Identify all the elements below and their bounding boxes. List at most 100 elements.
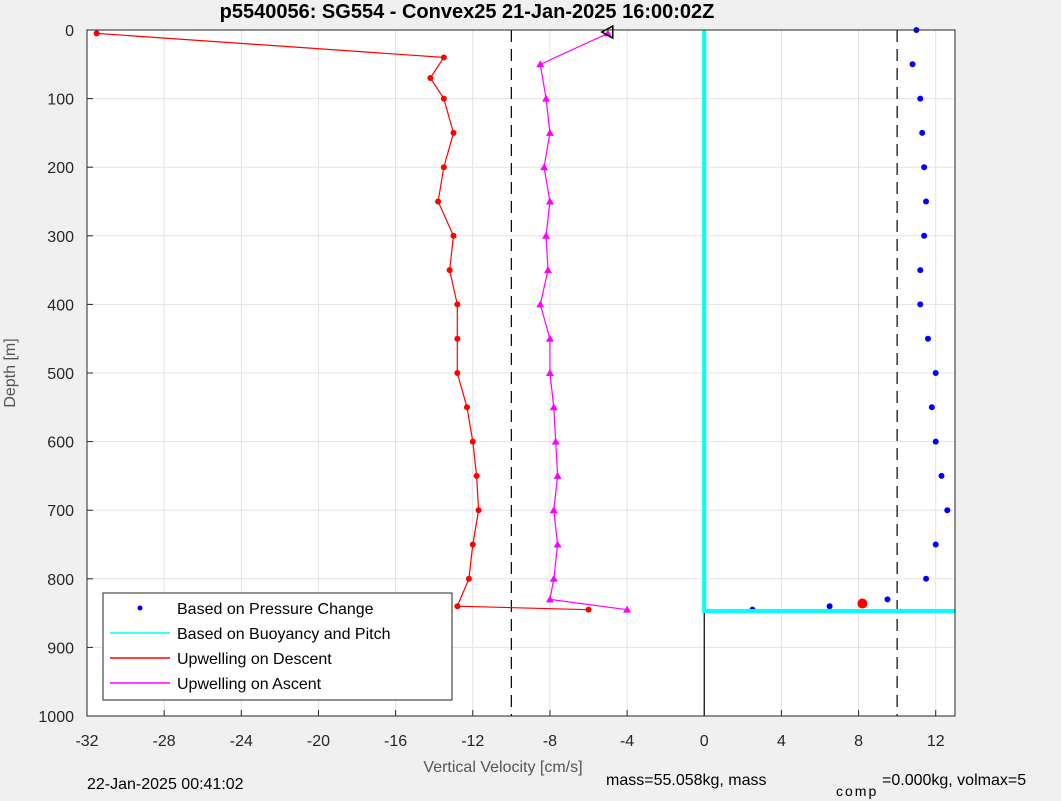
x-tick-label-5: -12 <box>461 733 484 750</box>
series-3-point-13 <box>553 471 562 479</box>
series-0-point-6 <box>921 232 928 239</box>
x-tick-label-2: -24 <box>230 733 253 750</box>
y-tick-label-10: 1000 <box>38 709 74 726</box>
y-tick-label-1: 100 <box>47 92 74 109</box>
series-3-point-10 <box>545 369 554 376</box>
end-marker <box>857 598 868 609</box>
y-tick-label-4: 400 <box>47 297 74 314</box>
series-0-point-17 <box>884 596 891 603</box>
x-tick-label-1: -28 <box>153 733 176 750</box>
series-0-point-11 <box>928 404 935 411</box>
y-tick-label-9: 900 <box>47 640 74 657</box>
x-tick-label-9: 4 <box>777 733 786 750</box>
series-0-point-3 <box>919 129 926 136</box>
series-0-point-10 <box>932 370 939 376</box>
series-2-point-5 <box>440 164 447 171</box>
series-0-point-7 <box>917 267 924 274</box>
series-0-point-15 <box>932 541 939 548</box>
legend: Based on Pressure Change Based on Buoyanc… <box>102 592 453 701</box>
x-tick-label-4: -16 <box>384 733 407 750</box>
series-0-point-9 <box>924 335 931 342</box>
legend-label-1: Based on Buoyancy and Pitch <box>177 626 390 643</box>
series-0-point-16 <box>923 575 930 582</box>
series-0-point-4 <box>921 164 928 171</box>
markers-layer <box>600 24 868 609</box>
series-2-point-13 <box>469 438 476 445</box>
series-3-point-12 <box>551 437 560 445</box>
footer-volmax-text: =0.000kg, volmax=5 <box>882 772 1027 789</box>
series-2-point-1 <box>440 54 447 61</box>
series-2-point-17 <box>465 575 472 582</box>
series-3-point-18 <box>623 605 632 613</box>
y-tick-label-0: 0 <box>65 23 74 40</box>
y-axis-label: Depth [m] <box>2 338 19 407</box>
series-0-point-18 <box>826 603 833 610</box>
x-axis-label: Vertical Velocity [cm/s] <box>423 759 582 776</box>
legend-label-3: Upwelling on Ascent <box>177 676 322 693</box>
x-tick-label-10: 8 <box>854 733 863 750</box>
y-tick-label-7: 700 <box>47 503 74 520</box>
reference-lines <box>510 30 898 716</box>
series-layer <box>93 27 955 613</box>
footer-timestamp: 22-Jan-2025 00:41:02 <box>87 776 244 793</box>
x-tick-label-6: -8 <box>543 733 557 750</box>
series-0-point-13 <box>938 472 945 479</box>
y-tick-labels: 0 100 200 300 400 500 600 700 800 900 1000 <box>38 23 93 726</box>
y-tick-label-3: 300 <box>47 229 74 246</box>
series-2-point-3 <box>440 95 447 102</box>
legend-box <box>102 592 453 701</box>
series-2-point-10 <box>454 335 461 342</box>
mass-label: mass=55.058kg, mass <box>606 772 767 789</box>
series-2-point-4 <box>450 129 457 136</box>
series-3-point-6 <box>542 231 551 239</box>
series-2-point-9 <box>454 301 461 308</box>
series-3-point-3 <box>545 128 554 136</box>
x-tick-labels: -32 -28 -24 -20 -16 -12 -8 -4 0 4 8 12 <box>75 710 945 750</box>
series-3-point-14 <box>549 506 558 514</box>
y-tick-label-6: 600 <box>47 435 74 452</box>
x-tick-label-11: 12 <box>927 733 945 750</box>
chart-title: p5540056: SG554 - Convex25 21-Jan-2025 1… <box>220 1 715 23</box>
series-0-point-2 <box>917 95 924 102</box>
series-2-point-18 <box>454 603 461 610</box>
series-2-point-11 <box>454 370 461 376</box>
footer-comp-subscript: comp <box>836 783 879 799</box>
y-tick-label-2: 200 <box>47 160 74 177</box>
series-2-point-6 <box>435 198 442 205</box>
x-tick-label-8: 0 <box>700 733 709 750</box>
footer-mass-text: mass=55.058kg, mass <box>606 772 767 790</box>
series-2-point-8 <box>446 267 453 274</box>
series-2-point-0 <box>93 30 100 37</box>
series-1-line <box>702 30 955 613</box>
surface-marker <box>600 24 614 40</box>
series-3-point-5 <box>545 197 554 205</box>
series-3-point-17 <box>545 595 554 603</box>
series-0-point-8 <box>917 301 924 308</box>
series-2-point-2 <box>427 75 434 82</box>
series-2-point-15 <box>475 507 482 514</box>
legend-swatch-0 <box>137 605 143 611</box>
series-2-point-7 <box>450 232 457 239</box>
series-3-point-4 <box>540 163 549 171</box>
series-3-point-11 <box>549 403 558 411</box>
series-2-point-19 <box>585 606 592 613</box>
x-tick-label-0: -32 <box>75 733 98 750</box>
series-3-point-2 <box>542 94 551 102</box>
series-3-point-7 <box>544 266 553 274</box>
series-3-point-1 <box>536 60 545 68</box>
series-0-point-1 <box>909 61 916 68</box>
series-3-point-16 <box>549 574 558 582</box>
series-3-point-8 <box>536 300 545 308</box>
series-3-point-9 <box>545 334 554 342</box>
legend-label-0: Based on Pressure Change <box>177 601 374 618</box>
series-2-point-14 <box>473 472 480 479</box>
series-3-point-15 <box>553 540 562 548</box>
series-2-line <box>96 32 589 611</box>
series-0-point-14 <box>944 507 951 514</box>
series-2-point-12 <box>463 404 470 411</box>
y-tick-label-8: 800 <box>47 572 74 589</box>
legend-label-2: Upwelling on Descent <box>177 651 332 668</box>
x-tick-label-7: -4 <box>620 733 634 750</box>
y-tick-label-5: 500 <box>47 366 74 383</box>
